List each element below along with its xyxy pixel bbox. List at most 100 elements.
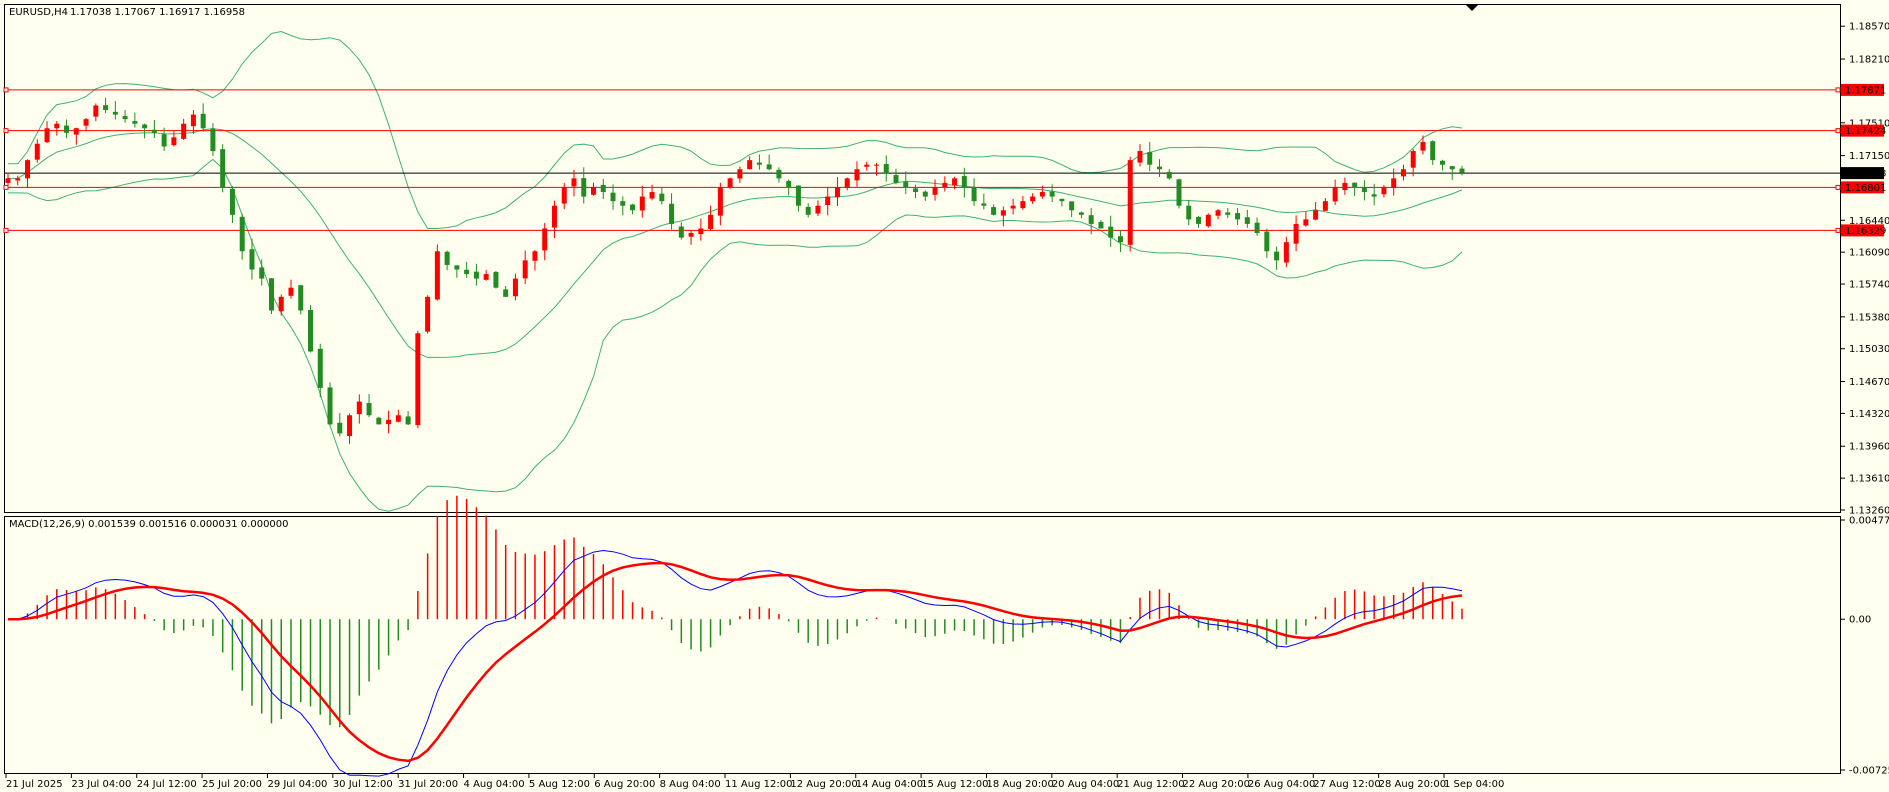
level-handle[interactable] (3, 128, 9, 134)
candle-body (669, 203, 675, 224)
level-handle[interactable] (1835, 227, 1841, 233)
time-tick-label: 20 Aug 04:00 (1052, 779, 1119, 790)
candle-body (1235, 213, 1241, 220)
candle-body (1283, 242, 1289, 263)
bollinger-middle (8, 128, 1463, 358)
horizontal-levels[interactable] (3, 87, 1841, 233)
candle-body (1166, 171, 1172, 179)
candle-body (1274, 251, 1280, 261)
candle-body (386, 419, 392, 425)
candle-body (551, 205, 557, 228)
level-handle[interactable] (3, 87, 9, 93)
level-handle[interactable] (3, 227, 9, 233)
time-tick-label: 22 Aug 20:00 (1183, 779, 1250, 790)
candle-body (64, 125, 70, 133)
candle-body (1010, 205, 1016, 209)
candle-body (229, 188, 235, 215)
candle-body (73, 128, 79, 135)
macd-signal-line (8, 561, 1463, 763)
time-tick-label: 29 Jul 04:00 (267, 779, 327, 790)
candle-body (112, 111, 118, 115)
time-tick-label: 15 Aug 12:00 (921, 779, 988, 790)
candle-body (1069, 201, 1075, 211)
candle-body (376, 417, 382, 425)
candle-body (1196, 216, 1202, 224)
candle-body (34, 143, 40, 160)
candle-body (1254, 222, 1260, 234)
level-price-badge (1841, 83, 1884, 96)
price-axis[interactable]: 1.18570 1.18210 1.17510 1.17150 1.16440 1.160… (1840, 22, 1889, 517)
candle-body (464, 269, 470, 275)
candle-body (1322, 201, 1328, 211)
level-price-badge (1841, 181, 1884, 194)
candle-body (971, 187, 977, 202)
candle-body (883, 164, 889, 174)
candle-body (1264, 231, 1270, 252)
candle-body (639, 196, 645, 211)
candle-body (815, 205, 821, 214)
candle-body (1313, 210, 1319, 220)
candle-body (395, 415, 401, 422)
time-tick-label: 1 Sep 04:00 (1444, 779, 1504, 790)
macd-tick-label: 0.00 (1849, 615, 1871, 626)
candle-body (327, 387, 333, 425)
candle-body (913, 188, 919, 193)
candle-body (805, 206, 811, 215)
candle-body (942, 182, 948, 188)
level-price-label: 1.17424 (1845, 126, 1886, 137)
candle-body (922, 191, 928, 197)
level-handle[interactable] (1835, 87, 1841, 93)
candle-body (1381, 187, 1387, 195)
price-tick-label: 1.18570 (1849, 22, 1889, 33)
level-handle[interactable] (1835, 128, 1841, 134)
candle-body (142, 124, 148, 129)
price-tick-label: 1.14670 (1849, 377, 1889, 388)
time-axis[interactable]: 21 Jul 2025 23 Jul 04:00 24 Jul 12:00 25 Ju… (5, 773, 1504, 790)
time-tick-label: 28 Aug 20:00 (1379, 779, 1446, 790)
candle-body (1352, 182, 1358, 188)
candle-body (493, 271, 499, 288)
candle-body (1059, 198, 1065, 202)
macd-axis[interactable]: 0.004774 0.00 -0.007257 (1840, 516, 1889, 777)
candle-body (454, 265, 460, 270)
candle-body (44, 128, 50, 143)
candle-body (171, 137, 177, 146)
candle-body (1039, 192, 1045, 197)
price-tick-label: 1.15740 (1849, 280, 1889, 291)
current-price-badge (1841, 167, 1884, 180)
candle-body (766, 164, 772, 170)
candle-body (1020, 201, 1026, 209)
price-tick-label: 1.15380 (1849, 312, 1889, 323)
candle-body (542, 228, 548, 251)
price-tick-label: 1.16090 (1849, 248, 1889, 259)
candle-body (591, 187, 597, 195)
price-tick-label: 1.14320 (1849, 409, 1889, 420)
candle-body (776, 169, 782, 179)
level-handle[interactable] (3, 184, 9, 190)
level-handle[interactable] (1835, 184, 1841, 190)
candle-body (795, 185, 801, 206)
candle-body (561, 187, 567, 204)
chart-shift-marker-icon[interactable] (1466, 5, 1478, 11)
candle-body (405, 416, 411, 425)
candles (5, 97, 1465, 444)
candle-body (298, 285, 304, 311)
candle-body (1000, 210, 1006, 216)
candle-body (1078, 212, 1084, 215)
candle-body (103, 105, 109, 111)
time-tick-label: 26 Aug 04:00 (1248, 779, 1315, 790)
bollinger-upper (8, 30, 1463, 229)
time-tick-label: 23 Jul 04:00 (71, 779, 131, 790)
candle-body (825, 196, 831, 206)
candle-body (620, 201, 626, 206)
level-price-badge (1841, 224, 1884, 237)
macd-line (8, 549, 1463, 777)
candle-body (1176, 179, 1182, 206)
candle-body (1400, 169, 1406, 177)
candle-body (1049, 191, 1055, 197)
candle-body (873, 164, 879, 166)
candle-body (981, 203, 987, 206)
candle-body (1088, 215, 1094, 224)
time-tick-label: 24 Jul 12:00 (137, 779, 197, 790)
